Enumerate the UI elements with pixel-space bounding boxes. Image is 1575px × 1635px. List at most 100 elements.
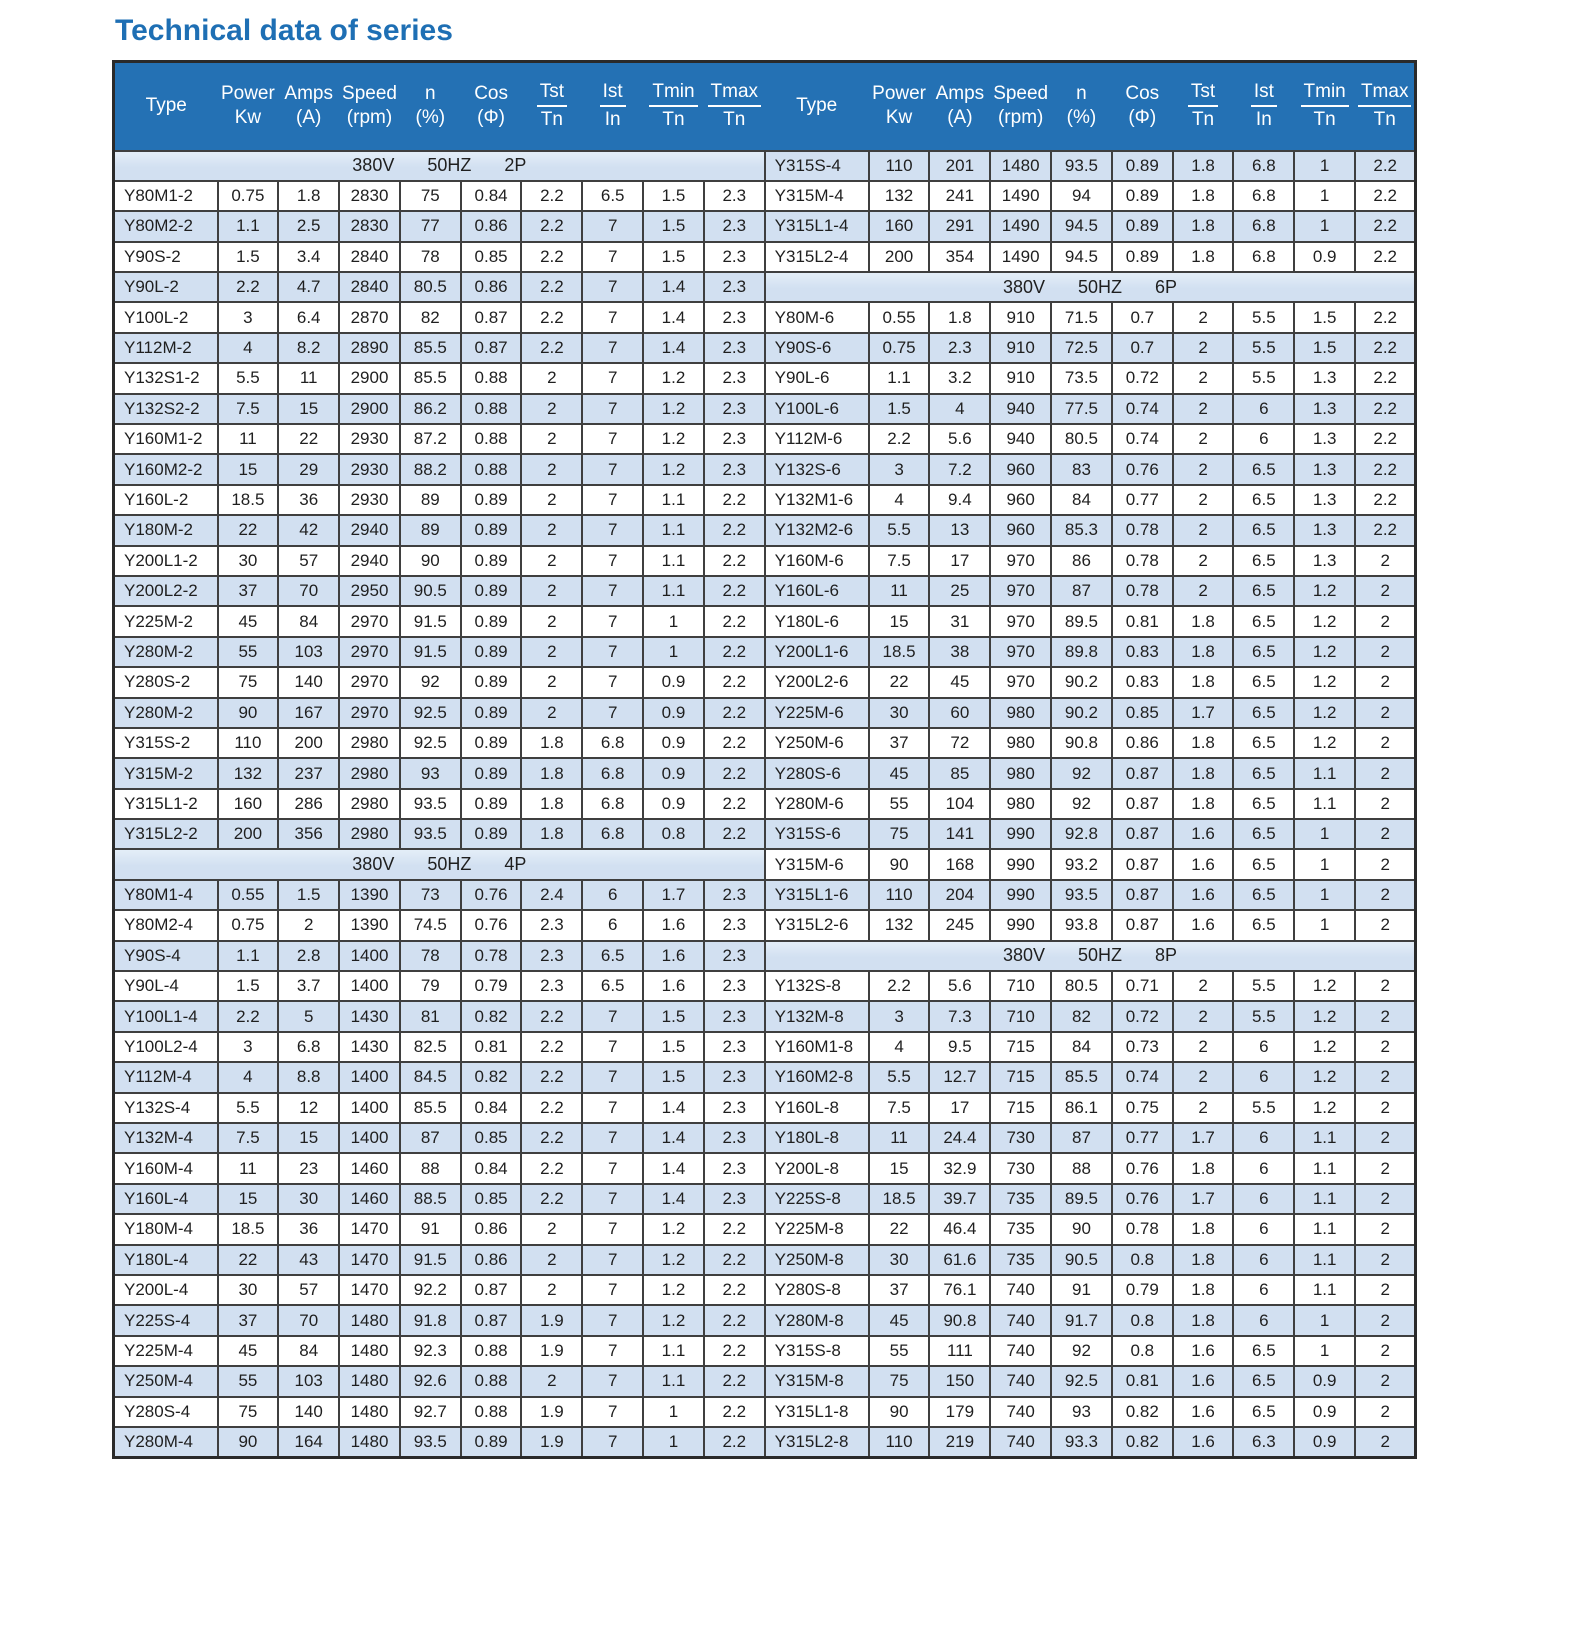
value-cell: 87 xyxy=(1050,1121,1113,1155)
value-cell: 140 xyxy=(277,1395,341,1428)
value-cell: 30 xyxy=(867,696,931,729)
value-cell: 110 xyxy=(867,1425,931,1459)
value-cell: 0.55 xyxy=(216,878,280,912)
type-cell: Y280S-2 xyxy=(112,666,219,699)
header-row: Type Power Kw Amps (A) Speed (rpm) n (%) Cos (Φ) Ts… xyxy=(113,61,1416,151)
value-cell: 1.8 xyxy=(520,818,584,851)
value-cell: 164 xyxy=(277,1425,341,1459)
value-cell: 0.89 xyxy=(1110,149,1174,182)
value-cell: 1.1 xyxy=(867,362,931,395)
type-cell: Y280S-6 xyxy=(763,757,870,790)
column-header-tst: Tst Tn xyxy=(1172,61,1234,151)
value-cell: 5.5 xyxy=(867,514,931,547)
value-cell: 15 xyxy=(277,392,341,426)
type-cell: Y112M-6 xyxy=(763,423,870,456)
value-cell: 1.5 xyxy=(642,240,705,274)
value-cell: 1.2 xyxy=(1293,666,1357,699)
value-cell: 2 xyxy=(520,666,584,699)
value-cell: 82.5 xyxy=(398,1030,462,1064)
value-cell: 1.8 xyxy=(1171,149,1235,182)
value-cell: 7.5 xyxy=(867,1091,931,1125)
table-row: Y280S-4 75 140 1480 92.7 0.88 1.9 7 1 2.2 Y315L1-8… xyxy=(112,1395,1417,1428)
value-cell: 1.5 xyxy=(1293,331,1357,365)
value-cell: 5.5 xyxy=(1232,1091,1296,1125)
value-cell: 7 xyxy=(581,483,645,517)
type-cell: Y315M-4 xyxy=(763,179,870,213)
value-cell: 1.2 xyxy=(1293,1061,1357,1094)
value-cell: 6.5 xyxy=(1232,818,1296,851)
value-cell: 2.3 xyxy=(702,1121,766,1155)
value-cell: 7 xyxy=(581,1182,645,1216)
type-cell: Y112M-4 xyxy=(112,1061,219,1094)
value-cell: 2.2 xyxy=(216,1000,280,1033)
value-cell: 740 xyxy=(989,1365,1053,1398)
value-cell: 2.2 xyxy=(216,271,280,304)
value-cell: 2.3 xyxy=(702,1030,766,1064)
value-cell: 15 xyxy=(867,605,931,638)
value-cell: 2.2 xyxy=(702,818,766,851)
value-cell: 111 xyxy=(928,1334,992,1368)
value-cell: 29 xyxy=(277,453,341,486)
value-cell: 6.5 xyxy=(1232,878,1296,912)
value-cell: 7 xyxy=(581,1091,645,1125)
table-row: Y315S-2 110 200 2980 92.5 0.89 1.8 6.8 0.9 2.2 Y25… xyxy=(112,726,1417,760)
value-cell: 2.3 xyxy=(702,1000,766,1033)
column-header-power: Power Kw xyxy=(217,61,279,151)
value-cell: 2.2 xyxy=(1354,331,1417,365)
value-cell: 0.55 xyxy=(867,301,931,334)
section-header-cell: 380V 50HZ 4P xyxy=(112,848,766,881)
type-cell: Y90S-4 xyxy=(112,939,219,973)
value-cell: 2950 xyxy=(338,574,401,608)
value-cell: 2 xyxy=(1354,1365,1417,1398)
value-cell: 5.6 xyxy=(928,970,992,1003)
value-cell: 24.4 xyxy=(928,1121,992,1155)
value-cell: 1480 xyxy=(989,149,1053,182)
value-cell: 1.6 xyxy=(1171,1365,1235,1398)
table-row: Y80M1-4 0.55 1.5 1390 73 0.76 2.4 6 1.7 2.3 Y315L1… xyxy=(112,878,1417,912)
value-cell: 0.76 xyxy=(1110,1182,1174,1216)
value-cell: 1.8 xyxy=(520,787,584,821)
value-cell: 2 xyxy=(1171,301,1235,334)
value-cell: 25 xyxy=(928,574,992,608)
value-cell: 7 xyxy=(581,574,645,608)
value-cell: 0.89 xyxy=(459,514,523,547)
value-cell: 132 xyxy=(867,909,931,942)
value-cell: 2 xyxy=(520,1273,584,1307)
value-cell: 2870 xyxy=(338,301,401,334)
value-cell: 1.2 xyxy=(642,392,705,426)
value-cell: 2.8 xyxy=(277,939,341,973)
type-cell: Y132M-8 xyxy=(763,1000,870,1033)
value-cell: 6.4 xyxy=(277,301,341,334)
value-cell: 1400 xyxy=(338,1091,401,1125)
value-cell: 2.2 xyxy=(1354,240,1417,274)
value-cell: 2.2 xyxy=(702,666,766,699)
value-cell: 1.1 xyxy=(1293,1152,1357,1185)
value-cell: 22 xyxy=(867,666,931,699)
value-cell: 6.5 xyxy=(1232,1395,1296,1428)
value-cell: 2.3 xyxy=(702,1061,766,1094)
value-cell: 30 xyxy=(216,544,280,577)
value-cell: 6.5 xyxy=(1232,483,1296,517)
value-cell: 970 xyxy=(989,635,1053,669)
value-cell: 7.5 xyxy=(216,1121,280,1155)
value-cell: 80.5 xyxy=(398,271,462,304)
value-cell: 70 xyxy=(277,574,341,608)
value-cell: 2840 xyxy=(338,271,401,304)
value-cell: 5.5 xyxy=(1232,362,1296,395)
value-cell: 2.2 xyxy=(702,1395,766,1428)
value-cell: 6 xyxy=(1232,392,1296,426)
table-row: Y280M-2 55 103 2970 91.5 0.89 2 7 1 2.2 Y200L1-6 18… xyxy=(112,635,1417,669)
value-cell: 990 xyxy=(989,878,1053,912)
value-cell: 2 xyxy=(1354,909,1417,942)
value-cell: 2 xyxy=(1354,605,1417,638)
table-row: 380V 50HZ 4P Y315M-6 90 168 990 93.2 0.87 1.6 6.… xyxy=(112,848,1417,881)
value-cell: 93 xyxy=(398,757,462,790)
value-cell: 286 xyxy=(277,787,341,821)
value-cell: 90 xyxy=(216,696,280,729)
value-cell: 30 xyxy=(867,1243,931,1276)
value-cell: 1.5 xyxy=(642,210,705,243)
value-cell: 1.8 xyxy=(1171,787,1235,821)
value-cell: 2980 xyxy=(338,818,401,851)
type-cell: Y80M2-4 xyxy=(112,909,219,942)
value-cell: 2.2 xyxy=(520,331,584,365)
